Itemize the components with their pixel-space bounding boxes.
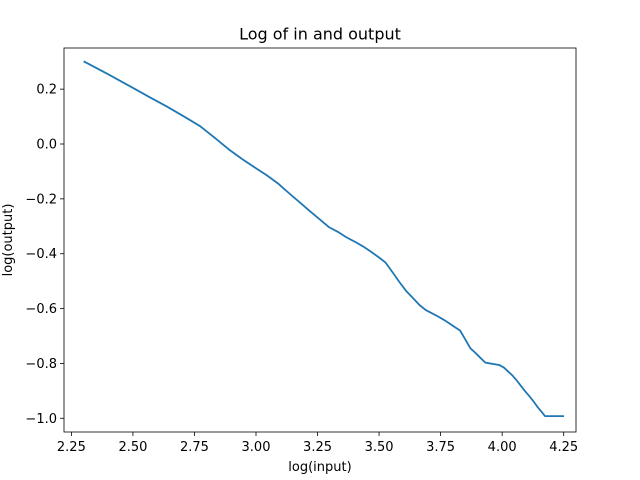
- y-tick-label: −0.2: [25, 192, 57, 207]
- plot-area: [83, 60, 565, 417]
- x-tick-label: 3.25: [303, 440, 332, 455]
- x-tick-label: 2.25: [57, 440, 86, 455]
- y-tick-label: −0.8: [25, 357, 57, 372]
- x-tick-label: 2.50: [118, 440, 147, 455]
- y-axis-label: log(output): [1, 204, 16, 277]
- x-tick-label: 3.75: [426, 440, 455, 455]
- axes-frame: [63, 47, 577, 433]
- chart-title: Log of in and output: [239, 25, 401, 44]
- y-tick-label: −1.0: [25, 412, 57, 427]
- x-axis: 2.25 2.50 2.75 3.00 3.25 3.50 3.75 4.00 4.25: [57, 432, 578, 455]
- y-axis: 0.2 0.0 −0.2 −0.4 −0.6 −0.8 −1.0: [25, 83, 64, 427]
- x-tick-label: 4.25: [549, 440, 578, 455]
- series-line-0: [83, 60, 565, 417]
- x-tick-label: 3.00: [242, 440, 271, 455]
- x-tick-label: 2.75: [180, 440, 209, 455]
- y-tick-label: −0.6: [25, 302, 57, 317]
- y-tick-label: 0.2: [36, 83, 57, 98]
- y-tick-label: −0.4: [25, 247, 57, 262]
- x-tick-label: 3.50: [365, 440, 394, 455]
- x-tick-label: 4.00: [488, 440, 517, 455]
- y-tick-label: 0.0: [36, 138, 57, 153]
- x-axis-label: log(input): [288, 460, 351, 475]
